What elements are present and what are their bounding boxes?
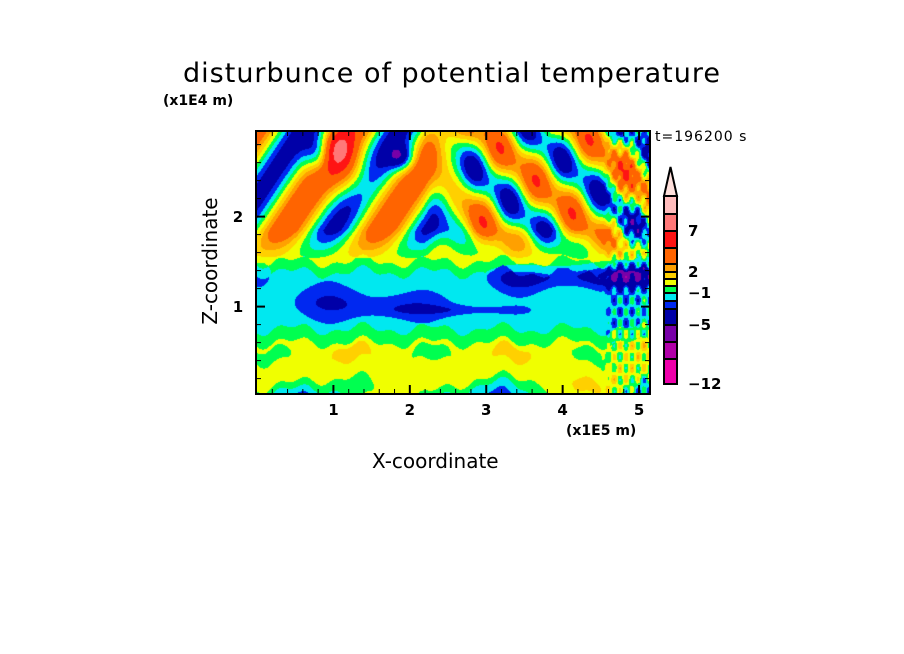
colorbar-box <box>663 300 678 310</box>
x-tick-label: 2 <box>404 401 416 419</box>
y-axis-label: Z-coordinate <box>198 197 222 325</box>
colorbar-tick-label: −1 <box>688 284 712 302</box>
x-tick-label: 4 <box>557 401 568 419</box>
colorbar-tick-label: 2 <box>688 263 699 281</box>
x-tick-label: 1 <box>328 401 339 419</box>
colorbar-box <box>663 358 678 385</box>
colorbar-box <box>663 263 678 273</box>
colorbar-box <box>663 341 678 360</box>
colorbar-tick-label: −5 <box>688 316 712 334</box>
x-axis-label: X-coordinate <box>372 449 499 473</box>
colorbar-box <box>663 292 678 302</box>
x-axis-unit: (x1E5 m) <box>566 423 637 439</box>
colorbar-over-triangle <box>662 166 679 197</box>
x-tick-label: 5 <box>633 401 645 419</box>
colorbar-box <box>663 230 678 249</box>
colorbar-box <box>663 285 678 294</box>
colorbar-tick-label: −12 <box>688 375 722 393</box>
colorbar-box <box>663 247 678 265</box>
colorbar-box <box>663 271 678 280</box>
colorbar-box <box>663 308 678 326</box>
colorbar-tick-label: 7 <box>688 222 699 240</box>
y-tick-label: 2 <box>232 207 244 226</box>
colorbar-box <box>663 195 678 215</box>
y-tick-label: 1 <box>232 297 244 316</box>
y-axis-unit: (x1E4 m) <box>163 93 234 109</box>
contour-plot-area <box>255 130 651 395</box>
time-label: t=196200 s <box>655 129 748 145</box>
contour-field <box>257 132 649 393</box>
colorbar-box <box>663 278 678 287</box>
colorbar-box <box>663 213 678 232</box>
x-tick-label: 3 <box>481 401 492 419</box>
chart-title: disturbunce of potential temperature <box>183 58 721 89</box>
colorbar-box <box>663 324 678 343</box>
